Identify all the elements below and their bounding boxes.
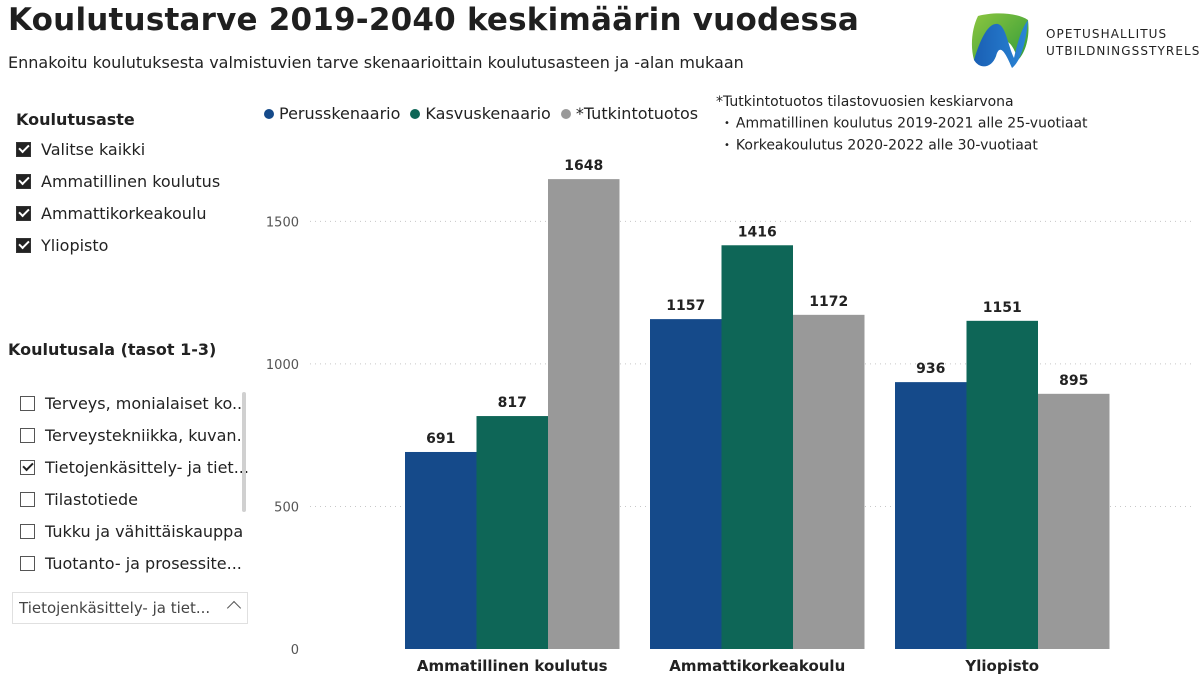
- slicer-item-label: Ammatillinen koulutus: [41, 171, 221, 191]
- list-item[interactable]: Terveystekniikka, kuvan...: [20, 423, 248, 447]
- y-tick-label: 1500: [266, 215, 299, 230]
- legend-item-tutkintotuotos[interactable]: *Tutkintotuotos: [560, 104, 699, 123]
- page-subtitle: Ennakoitu koulutuksesta valmistuvien tar…: [8, 53, 744, 72]
- slicer-koulutusaste-title: Koulutusaste: [16, 110, 135, 129]
- list-item[interactable]: Tukku ja vähittäiskauppa: [20, 519, 243, 543]
- legend-dot-icon: [410, 108, 421, 119]
- data-label: 1416: [738, 224, 777, 240]
- page-title: Koulutustarve 2019-2040 keskimäärin vuod…: [8, 2, 859, 38]
- legend-dot-icon: [560, 108, 571, 119]
- legend-label: Kasvuskenaario: [425, 104, 551, 123]
- logo-text-sv: UTBILDNINGSSTYRELSEN: [1046, 44, 1200, 58]
- list-item-label: Tuotanto- ja prosessite...: [45, 553, 242, 573]
- list-item[interactable]: Tilastotiede: [20, 487, 138, 511]
- footnote-title: *Tutkintotuotos tilastovuosien keskiarvo…: [716, 94, 1014, 110]
- slicer-koulutusala-dropdown[interactable]: Tietojenkäsittely- ja tiet...: [12, 592, 248, 624]
- bar: [476, 416, 548, 649]
- slicer-koulutusala-title: Koulutusala (tasot 1-3): [8, 340, 217, 359]
- data-label: 895: [1059, 373, 1088, 389]
- checkbox-checked-icon[interactable]: [16, 237, 31, 253]
- y-tick-label: 500: [274, 500, 299, 515]
- list-item[interactable]: Terveys, monialaiset ko...: [20, 391, 247, 415]
- legend-dot-icon: [264, 108, 274, 119]
- slicer-item-label: Valitse kaikki: [41, 139, 146, 159]
- list-item-label: Tietojenkäsittely- ja tiet...: [45, 457, 248, 477]
- footnote-line: Ammatillinen koulutus 2019-2021 alle 25-…: [724, 113, 1088, 135]
- bar: [650, 319, 722, 649]
- list-scrollbar[interactable]: [242, 392, 246, 512]
- slicer-item-amk[interactable]: Ammattikorkeakoulu: [16, 201, 207, 225]
- slicer-item-label: Ammattikorkeakoulu: [41, 203, 207, 223]
- checkbox-icon[interactable]: [20, 395, 35, 411]
- bar: [548, 179, 620, 649]
- list-item-label: Tilastotiede: [45, 489, 138, 509]
- slicer-item-select-all[interactable]: Valitse kaikki: [16, 137, 145, 161]
- slicer-item-ammatillinen[interactable]: Ammatillinen koulutus: [16, 169, 220, 193]
- list-item-label: Terveystekniikka, kuvan...: [45, 425, 248, 445]
- slicer-item-label: Yliopisto: [41, 235, 109, 255]
- list-item-label: Tukku ja vähittäiskauppa: [45, 521, 244, 541]
- logo-mark-icon: [971, 13, 1029, 68]
- checkbox-icon[interactable]: [20, 555, 35, 571]
- slicer-koulutusala-list[interactable]: Terveys, monialaiset ko... Terveysteknii…: [12, 386, 248, 592]
- data-label: 1648: [564, 158, 603, 174]
- bar: [966, 320, 1038, 649]
- data-label: 817: [498, 395, 527, 411]
- legend-item-kasvuskenaario[interactable]: Kasvuskenaario: [410, 104, 551, 123]
- footnote-line: Korkeakoulutus 2020-2022 alle 30-vuotiaa…: [724, 135, 1088, 157]
- data-label: 1157: [666, 298, 705, 314]
- chevron-up-icon[interactable]: [226, 600, 242, 616]
- bar-chart: 0 500 1000 1500 691 817 1648 Ammatillinen koulu…: [266, 158, 1195, 675]
- legend-label: Perusskenaario: [279, 104, 401, 123]
- dropdown-selected-value: Tietojenkäsittely- ja tiet...: [19, 599, 211, 617]
- bar: [1038, 393, 1110, 649]
- data-label: 936: [916, 361, 945, 377]
- checkbox-icon[interactable]: [20, 523, 35, 539]
- data-label: 1172: [809, 294, 848, 310]
- data-label: 691: [426, 431, 455, 447]
- checkbox-checked-icon[interactable]: [20, 459, 35, 475]
- checkbox-icon[interactable]: [20, 427, 35, 443]
- list-item[interactable]: Tietojenkäsittely- ja tiet...: [20, 455, 248, 479]
- y-tick-label: 0: [291, 643, 299, 658]
- chart-legend: Perusskenaario Kasvuskenaario *Tutkintot…: [264, 104, 708, 123]
- checkbox-checked-icon[interactable]: [16, 173, 31, 189]
- checkbox-checked-icon[interactable]: [16, 205, 31, 221]
- logo-text-fi: OPETUSHALLITUS: [1046, 27, 1168, 41]
- list-item[interactable]: Tuotanto- ja prosessite...: [20, 551, 242, 575]
- checkbox-checked-icon[interactable]: [16, 141, 31, 157]
- checkbox-icon[interactable]: [20, 491, 35, 507]
- list-item-label: Terveys, monialaiset ko...: [45, 393, 248, 413]
- legend-item-perusskenaario[interactable]: Perusskenaario: [264, 104, 400, 123]
- data-label: 1151: [983, 300, 1022, 316]
- x-category-label: Ammatillinen koulutus: [417, 657, 608, 675]
- chart-footnote: *Tutkintotuotos tilastovuosien keskiarvo…: [716, 94, 1088, 156]
- slicer-item-yliopisto[interactable]: Yliopisto: [16, 233, 108, 257]
- x-category-label: Ammattikorkeakoulu: [669, 657, 845, 675]
- y-tick-label: 1000: [266, 358, 299, 373]
- bar: [405, 451, 477, 649]
- bar: [895, 382, 967, 649]
- opetushallitus-logo: OPETUSHALLITUS UTBILDNINGSSTYRELSEN: [966, 10, 1200, 74]
- bar: [793, 314, 865, 649]
- legend-label: *Tutkintotuotos: [575, 104, 699, 123]
- bar: [721, 245, 793, 649]
- x-category-label: Yliopisto: [964, 657, 1039, 675]
